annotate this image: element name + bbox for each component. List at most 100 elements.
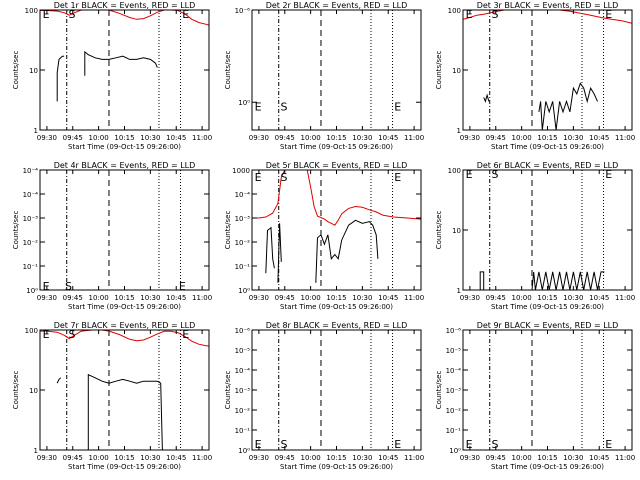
y-tick-label: 100 bbox=[25, 7, 38, 15]
x-axis-label: Start Time (09-Oct-15 09:26:00) bbox=[68, 463, 181, 471]
y-tick-label: 10⁻⁴ bbox=[235, 367, 251, 375]
x-tick-label: 10:00 bbox=[301, 134, 321, 142]
x-tick-label: 09:45 bbox=[486, 134, 506, 142]
marker-letter-s: S bbox=[491, 8, 498, 21]
plot-frame bbox=[462, 9, 633, 131]
marker-letter-e: E bbox=[605, 438, 612, 451]
plot-frame bbox=[39, 9, 210, 131]
series-0-segment-1 bbox=[306, 170, 421, 226]
x-tick-label: 10:45 bbox=[378, 454, 398, 462]
series-1-segment-1 bbox=[538, 82, 598, 130]
x-tick-label: 10:00 bbox=[512, 294, 532, 302]
x-tick-label: 10:15 bbox=[114, 134, 134, 142]
y-tick-label: 10⁰ bbox=[449, 447, 461, 455]
x-tick-label: 09:30 bbox=[37, 454, 57, 462]
x-tick-label: 10:45 bbox=[589, 134, 609, 142]
x-axis-label: Start Time (09-Oct-15 09:26:00) bbox=[280, 143, 393, 151]
marker-letter-e: E bbox=[394, 438, 401, 451]
x-tick-label: 09:30 bbox=[249, 454, 269, 462]
x-tick-label: 09:30 bbox=[460, 454, 480, 462]
x-tick-label: 11:00 bbox=[615, 134, 635, 142]
x-axis-label: Start Time (09-Oct-15 09:26:00) bbox=[68, 143, 181, 151]
series-0-segment-0 bbox=[479, 271, 485, 290]
y-tick-label: 10⁻⁶ bbox=[235, 7, 251, 15]
series-1-segment-0 bbox=[265, 226, 275, 274]
x-tick-label: 09:30 bbox=[249, 134, 269, 142]
y-tick-label: 10⁻⁴ bbox=[446, 367, 462, 375]
plot-frame bbox=[39, 329, 210, 451]
detector-panel-4: Det 4r BLACK = Events, RED = LLD E S E 10⁰ 10… bbox=[12, 161, 212, 311]
panel-title: Det 3r BLACK = Events, RED = LLD bbox=[477, 1, 619, 10]
y-axis-label: Counts/sec bbox=[12, 371, 20, 410]
x-tick-label: 10:00 bbox=[512, 454, 532, 462]
x-tick-label: 10:30 bbox=[352, 134, 372, 142]
y-tick-label: 1 bbox=[34, 447, 38, 455]
y-tick-label: 1 bbox=[457, 287, 461, 295]
y-tick-label: 10⁻⁴ bbox=[23, 167, 39, 175]
x-tick-label: 11:00 bbox=[404, 454, 424, 462]
x-axis-label: Start Time (09-Oct-15 09:26:00) bbox=[491, 463, 604, 471]
series-0-segment-0 bbox=[40, 10, 209, 26]
x-tick-label: 09:45 bbox=[63, 134, 83, 142]
series-1-segment-1 bbox=[84, 50, 158, 76]
x-tick-label: 10:00 bbox=[89, 454, 109, 462]
y-tick-label: 10⁰ bbox=[238, 99, 250, 107]
marker-letter-e: E bbox=[466, 8, 473, 21]
y-tick-label: 10⁻² bbox=[23, 239, 39, 247]
x-tick-label: 10:00 bbox=[89, 294, 109, 302]
x-tick-label: 11:00 bbox=[404, 294, 424, 302]
x-tick-label: 11:00 bbox=[192, 134, 212, 142]
y-tick-label: 10⁻² bbox=[235, 239, 251, 247]
y-tick-label: 100 bbox=[25, 327, 38, 335]
x-tick-label: 10:15 bbox=[326, 454, 346, 462]
y-tick-label: 10⁻³ bbox=[23, 215, 39, 223]
x-tick-label: 10:15 bbox=[326, 134, 346, 142]
x-tick-label: 09:45 bbox=[275, 134, 295, 142]
marker-letter-e: E bbox=[605, 8, 612, 21]
y-tick-label: 10⁻¹ bbox=[235, 263, 251, 271]
y-tick-label: 10⁻³ bbox=[235, 387, 251, 395]
y-tick-label: 100 bbox=[448, 167, 461, 175]
y-tick-label: 10⁰ bbox=[238, 447, 250, 455]
y-tick-label: 10⁻⁵ bbox=[446, 347, 462, 355]
y-tick-label: 10⁻² bbox=[446, 407, 462, 415]
x-axis-label: Start Time (09-Oct-15 09:26:00) bbox=[491, 143, 604, 151]
x-tick-label: 10:30 bbox=[352, 454, 372, 462]
x-tick-label: 10:45 bbox=[166, 294, 186, 302]
series-1-segment-2 bbox=[315, 219, 379, 283]
y-axis-label: Counts/sec bbox=[12, 211, 20, 250]
detector-panel-9: Det 9r BLACK = Events, RED = LLD E S E 10⁰ 10… bbox=[435, 321, 635, 471]
y-axis-label: Counts/sec bbox=[435, 371, 443, 410]
series-1-segment-0 bbox=[56, 377, 62, 384]
marker-letter-e: E bbox=[255, 438, 262, 451]
x-axis-label: Start Time (09-Oct-15 09:26:00) bbox=[280, 463, 393, 471]
x-tick-label: 11:00 bbox=[192, 294, 212, 302]
y-tick-label: 10⁻⁴ bbox=[235, 191, 251, 199]
y-axis-label: Counts/sec bbox=[435, 211, 443, 250]
panel-title: Det 1r BLACK = Events, RED = LLD bbox=[54, 1, 196, 10]
y-tick-label: 100 bbox=[448, 7, 461, 15]
x-tick-label: 11:00 bbox=[615, 294, 635, 302]
marker-letter-e: E bbox=[605, 168, 612, 181]
y-axis-label: Counts/sec bbox=[224, 371, 232, 410]
detector-panel-8: Det 8r BLACK = Events, RED = LLD E S E 10⁰ 10… bbox=[224, 321, 424, 471]
x-tick-label: 10:15 bbox=[537, 454, 557, 462]
x-tick-label: 09:30 bbox=[249, 294, 269, 302]
marker-letter-s: S bbox=[68, 328, 75, 341]
panel-title: Det 8r BLACK = Events, RED = LLD bbox=[266, 321, 408, 330]
x-tick-label: 09:30 bbox=[460, 294, 480, 302]
panel-title: Det 4r BLACK = Events, RED = LLD bbox=[54, 161, 196, 170]
y-axis-label: Counts/sec bbox=[224, 51, 232, 90]
marker-letter-s: S bbox=[491, 438, 498, 451]
x-tick-label: 09:45 bbox=[275, 294, 295, 302]
marker-letter-e: E bbox=[43, 280, 50, 293]
x-tick-label: 10:30 bbox=[563, 294, 583, 302]
marker-letter-e: E bbox=[179, 280, 186, 293]
x-tick-label: 09:45 bbox=[486, 294, 506, 302]
x-axis-label: Start Time (09-Oct-15 09:26:00) bbox=[68, 303, 181, 311]
x-tick-label: 09:45 bbox=[63, 454, 83, 462]
y-axis-label: Counts/sec bbox=[12, 51, 20, 90]
